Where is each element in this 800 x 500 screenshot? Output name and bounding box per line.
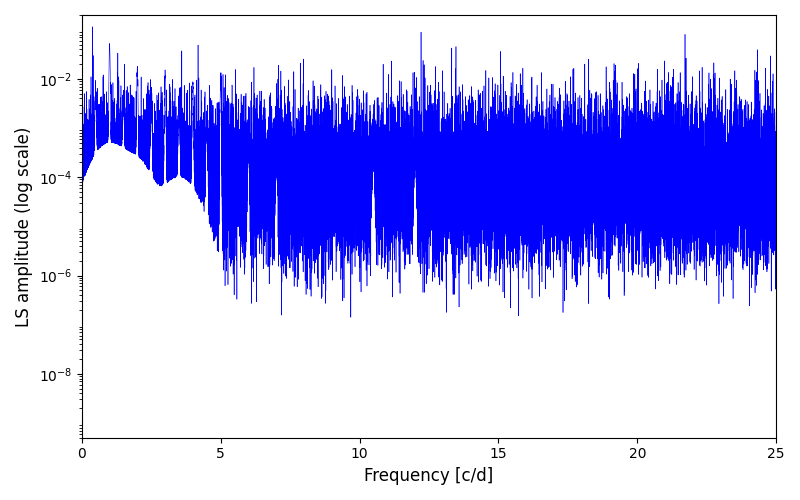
Y-axis label: LS amplitude (log scale): LS amplitude (log scale) xyxy=(15,126,33,326)
X-axis label: Frequency [c/d]: Frequency [c/d] xyxy=(364,467,494,485)
